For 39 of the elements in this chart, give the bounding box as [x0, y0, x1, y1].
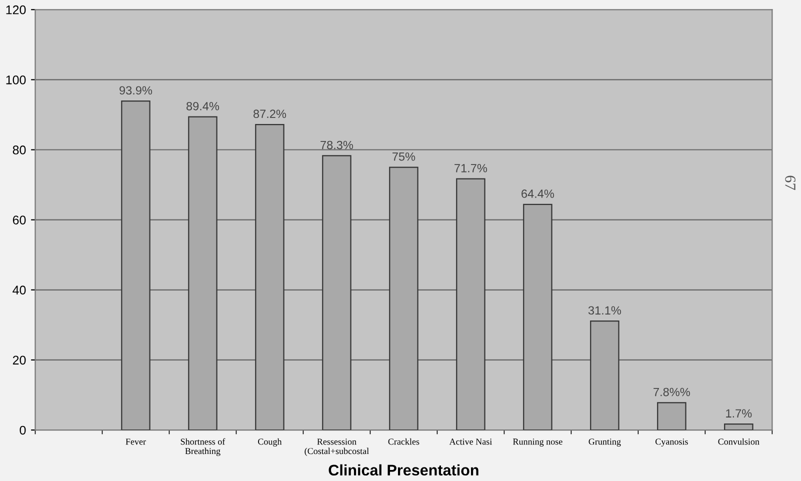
data-label: 89.4% [186, 102, 220, 110]
y-tick-label: 80 [12, 146, 26, 154]
x-tick-label: Active Nasi [449, 438, 492, 445]
text: 67 [785, 176, 796, 190]
bar [389, 166, 418, 430]
bar [188, 116, 218, 430]
bar [121, 100, 150, 430]
data-label: 78.3% [320, 140, 354, 150]
bar [657, 402, 686, 430]
bar [456, 178, 486, 430]
bar [322, 155, 352, 430]
x-tick-label: Cough [258, 438, 282, 447]
y-tick-label: 40 [12, 286, 26, 295]
x-tick-label: Crackles [388, 438, 420, 445]
y-tick-label: 60 [12, 216, 26, 224]
data-label: 1.7% [726, 409, 752, 418]
x-tick-label: Fever [126, 438, 146, 445]
data-label: 75% [392, 152, 416, 161]
y-tick-label: 100 [6, 75, 26, 84]
data-label: 64.4% [522, 190, 554, 198]
data-label: 87.2% [253, 110, 286, 118]
y-tick-label: 0 [20, 426, 26, 435]
bar [255, 124, 284, 430]
y-tick-label: 20 [12, 356, 26, 365]
y-tick-label: 120 [6, 5, 26, 14]
x-tick-label: Convulsion [718, 438, 760, 445]
data-label: 71.7% [454, 164, 488, 172]
data-label: 31.1% [588, 306, 621, 315]
x-tick-label: Running nose [512, 438, 562, 447]
bar [724, 424, 754, 430]
data-label: 7.8%% [654, 388, 690, 396]
x-axis-title: Clinical Presentation [328, 464, 478, 476]
data-label: 93.9% [120, 86, 152, 95]
x-tick-label: Ressession (Costal+subcostal [304, 438, 369, 456]
bar [523, 204, 552, 430]
x-tick-label: Grunting [588, 438, 621, 447]
bar [590, 320, 620, 430]
x-tick-label: Shortness of Breathing [180, 438, 226, 456]
x-tick-label: Cyanosis [655, 438, 688, 447]
